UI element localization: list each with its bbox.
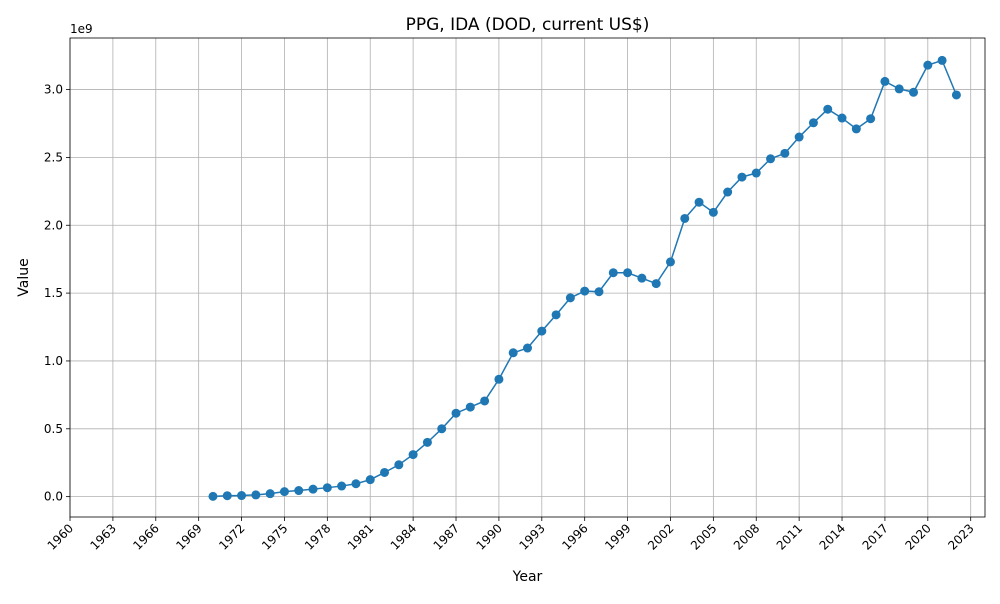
grid xyxy=(69,38,985,517)
data-point xyxy=(894,84,904,94)
data-point xyxy=(923,60,933,70)
data-point xyxy=(351,479,361,489)
data-point xyxy=(465,402,475,412)
data-series xyxy=(208,55,961,501)
y-tick-label: 1.0 xyxy=(44,354,63,368)
data-point xyxy=(723,187,733,197)
data-point xyxy=(523,343,532,353)
data-point xyxy=(808,118,818,128)
x-tick-label: 1999 xyxy=(602,521,633,552)
x-tick-label: 1966 xyxy=(130,521,161,552)
data-point xyxy=(551,310,561,320)
data-point xyxy=(222,491,232,501)
y-axis-offset-label: 1e9 xyxy=(70,22,93,36)
x-tick-label: 1978 xyxy=(302,521,333,552)
data-point xyxy=(237,491,247,501)
data-point xyxy=(294,486,304,496)
data-point xyxy=(766,154,776,164)
data-point xyxy=(337,481,347,491)
data-point xyxy=(451,408,461,418)
data-point xyxy=(565,293,575,303)
data-point xyxy=(837,113,847,123)
y-axis-label: Value xyxy=(16,258,32,296)
y-tick-label: 2.5 xyxy=(44,150,63,164)
data-point xyxy=(408,450,418,460)
data-point xyxy=(780,148,790,158)
x-tick-label: 2005 xyxy=(688,521,719,552)
x-tick-label: 1993 xyxy=(516,521,547,552)
x-tick-label: 1972 xyxy=(216,521,247,552)
data-point xyxy=(851,124,861,134)
data-point xyxy=(751,168,761,178)
x-tick-label: 2017 xyxy=(860,521,891,552)
data-point xyxy=(208,491,218,501)
plot-area-frame xyxy=(69,37,986,518)
x-tick-label: 1996 xyxy=(559,521,590,552)
x-axis-label: Year xyxy=(512,569,543,585)
x-tick-label: 1990 xyxy=(474,521,505,552)
data-point xyxy=(394,460,404,470)
data-point xyxy=(866,114,876,124)
x-tick-label: 1984 xyxy=(388,521,419,552)
x-tick-label: 2014 xyxy=(817,521,848,552)
data-point xyxy=(637,273,647,283)
data-point xyxy=(737,172,747,182)
x-tick-label: 2011 xyxy=(774,521,805,552)
x-tick-label: 1963 xyxy=(88,521,119,552)
x-tick-label: 2020 xyxy=(902,521,933,552)
data-point xyxy=(623,268,633,278)
x-tick-label: 1975 xyxy=(259,521,290,552)
data-point xyxy=(594,287,604,297)
data-point xyxy=(909,87,919,97)
data-point xyxy=(651,279,661,289)
data-point xyxy=(365,475,375,485)
data-point xyxy=(537,326,547,336)
data-point xyxy=(823,104,833,114)
chart-title: PPG, IDA (DOD, current US$) xyxy=(406,15,650,35)
data-point xyxy=(580,286,590,296)
x-axis: 1960 1963 1966 1969 1972 1975 1978 1981 1984 1987… xyxy=(45,517,977,553)
data-point xyxy=(951,90,961,100)
x-tick-label: 1987 xyxy=(431,521,462,552)
x-tick-label: 2002 xyxy=(645,521,676,552)
y-tick-label: 2.0 xyxy=(44,218,63,232)
x-tick-label: 1969 xyxy=(173,521,204,552)
data-point xyxy=(279,487,289,497)
data-point xyxy=(708,207,718,217)
data-point xyxy=(480,396,490,406)
data-point xyxy=(380,467,390,477)
data-point xyxy=(937,55,947,65)
data-point xyxy=(680,213,690,223)
y-tick-label: 3.0 xyxy=(44,83,63,97)
data-point xyxy=(322,483,332,493)
data-point xyxy=(437,424,447,434)
data-point xyxy=(665,257,675,267)
y-tick-label: 0.0 xyxy=(44,490,63,504)
data-point xyxy=(494,374,504,384)
data-point xyxy=(694,197,704,207)
x-tick-label: 2023 xyxy=(945,521,976,552)
data-point xyxy=(308,484,318,494)
y-tick-label: 0.5 xyxy=(44,422,63,436)
x-tick-label: 1981 xyxy=(345,521,376,552)
data-point xyxy=(422,437,432,447)
data-point xyxy=(508,348,518,358)
data-point xyxy=(265,489,275,499)
x-tick-label: 2008 xyxy=(731,521,762,552)
data-point xyxy=(251,490,261,500)
y-tick-label: 1.5 xyxy=(44,286,63,300)
data-point xyxy=(880,76,890,86)
x-tick-label: 1960 xyxy=(45,521,76,552)
data-point xyxy=(608,268,618,278)
y-axis: 0.0 0.5 1.0 1.5 2.0 2.5 3.0 xyxy=(44,83,70,504)
data-point xyxy=(794,132,804,142)
